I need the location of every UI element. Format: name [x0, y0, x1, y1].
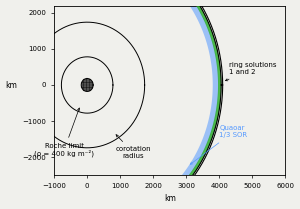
X-axis label: km: km	[164, 194, 176, 203]
Text: Roche limit
(ρ = 400 kg m⁻²): Roche limit (ρ = 400 kg m⁻²)	[34, 108, 94, 157]
Y-axis label: km: km	[6, 81, 17, 90]
Text: corotation
radius: corotation radius	[116, 135, 151, 159]
Polygon shape	[0, 0, 219, 209]
Text: Weywot
6/1 MMR: Weywot 6/1 MMR	[0, 208, 1, 209]
Polygon shape	[0, 0, 221, 209]
Text: Quaoar
1/3 SOR: Quaoar 1/3 SOR	[190, 125, 247, 164]
Text: ring solutions
1 and 2: ring solutions 1 and 2	[225, 62, 277, 81]
